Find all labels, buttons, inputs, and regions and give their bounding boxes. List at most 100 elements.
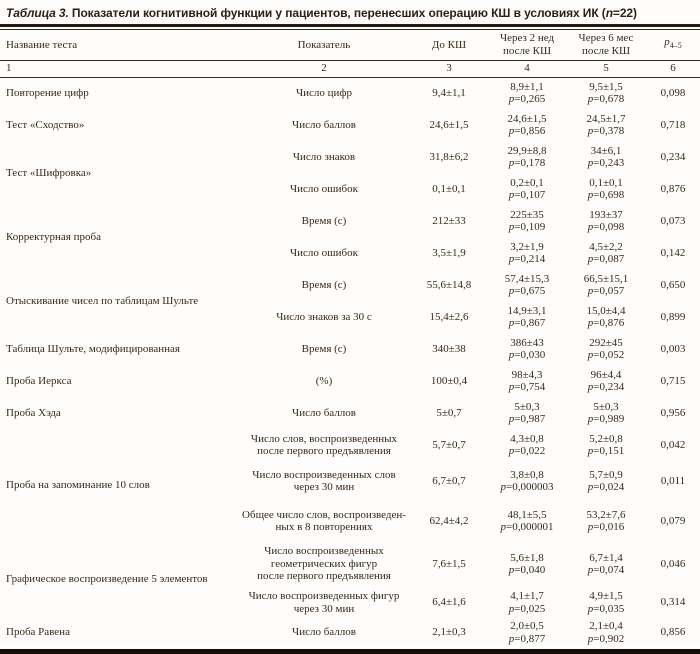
value-2weeks: 4,1±1,7 p=0,025 xyxy=(488,587,566,618)
cognitive-function-table: Название теста Показатель До КШ Через 2 … xyxy=(0,30,700,647)
table-row: Корректурная проба Время (с) 212±33 225±… xyxy=(0,205,700,243)
mean-value: 3,2±1,9 xyxy=(510,240,544,253)
table-row: Повторение цифр Число цифр 9,4±1,1 8,9±1… xyxy=(0,77,700,109)
mean-value: 4,9±1,5 xyxy=(589,590,623,602)
col-number-6: 6 xyxy=(646,60,700,78)
value-6months: 5±0,3 p=0,989 xyxy=(566,397,646,429)
value-2weeks: 8,9±1,1 p=0,265 xyxy=(488,77,566,109)
col-header-indicator: Показатель xyxy=(238,30,410,61)
table-row: Тест «Сходство» Число баллов 24,6±1,5 24… xyxy=(0,109,700,141)
value-6months: 2,1±0,4 p=0,902 xyxy=(566,618,646,647)
title-n-italic: n xyxy=(605,6,613,20)
value-before: 15,4±2,6 xyxy=(429,310,469,323)
header-row: Название теста Показатель До КШ Через 2 … xyxy=(0,30,700,61)
value-6months: 24,5±1,7 p=0,378 xyxy=(566,109,646,141)
value-6months: 4,5±2,2 p=0,087 xyxy=(566,237,646,269)
p45-cell: 0,650 xyxy=(660,278,686,291)
indicator-cell: Число воспроизведенных геометрических фи… xyxy=(257,545,391,583)
table-row: Проба Равена Число баллов 2,1±0,3 2,0±0,… xyxy=(0,618,700,647)
p-value: p=0,040 xyxy=(508,564,546,576)
p-value: p=0,678 xyxy=(587,93,625,106)
value-6months: 292±45 p=0,052 xyxy=(566,333,646,365)
p-value: p=0,151 xyxy=(587,445,625,457)
value-before: 5,7±0,7 xyxy=(432,438,466,451)
table-row: Графическое воспроизведение 5 элементов … xyxy=(0,541,700,587)
p45-cell: 0,314 xyxy=(660,596,686,609)
value-before: 31,8±6,2 xyxy=(429,150,469,163)
mean-value: 0,2±0,1 xyxy=(510,176,544,189)
value-before: 24,6±1,5 xyxy=(429,118,469,131)
table-body: Повторение цифр Число цифр 9,4±1,1 8,9±1… xyxy=(0,77,700,647)
p-value: p=0,107 xyxy=(508,189,546,201)
p45-cell: 0,079 xyxy=(660,514,686,527)
table-number-label: Таблица 3. xyxy=(6,6,69,20)
p-value: p=0,000001 xyxy=(500,521,554,533)
indicator-cell: Число ошибок xyxy=(290,246,358,259)
table-row: Число воспроизведенных слов через 30 мин… xyxy=(0,461,700,501)
col-header-test-name: Название теста xyxy=(0,30,238,61)
col-number-3: 3 xyxy=(410,60,488,78)
mean-value: 24,5±1,7 xyxy=(586,112,626,125)
mean-value: 292±45 xyxy=(589,336,623,349)
mean-value: 225±35 xyxy=(510,208,544,221)
table-head: Название теста Показатель До КШ Через 2 … xyxy=(0,30,700,78)
p45-cell: 0,876 xyxy=(660,182,686,195)
mean-value: 2,0±0,5 xyxy=(510,620,544,632)
value-2weeks: 48,1±5,5 p=0,000001 xyxy=(488,501,566,541)
value-2weeks: 0,2±0,1 p=0,107 xyxy=(488,173,566,205)
test-name: Тест «Сходство» xyxy=(6,118,85,131)
indicator-cell: Число знаков xyxy=(292,150,356,163)
mean-value: 98±4,3 xyxy=(511,368,543,381)
p45-cell: 0,956 xyxy=(660,406,686,419)
mean-value: 4,1±1,7 xyxy=(510,590,544,602)
test-name: Корректурная проба xyxy=(6,230,101,243)
p-value: p=0,016 xyxy=(587,521,625,533)
p-value: p=0,754 xyxy=(508,381,546,393)
p-value: p=0,234 xyxy=(587,381,625,393)
p-value: p=0,052 xyxy=(587,349,625,361)
value-6months: 193±37 p=0,098 xyxy=(566,205,646,237)
p-value: p=0,877 xyxy=(508,632,546,645)
mean-value: 0,1±0,1 xyxy=(589,176,623,189)
value-2weeks: 5,6±1,8 p=0,040 xyxy=(488,541,566,587)
p45-cell: 0,856 xyxy=(660,626,686,639)
value-before: 9,4±1,1 xyxy=(432,87,466,99)
value-6months: 15,0±4,4 p=0,876 xyxy=(566,301,646,333)
p45-cell: 0,073 xyxy=(660,214,686,227)
value-before: 100±0,4 xyxy=(430,374,468,387)
value-6months: 4,9±1,5 p=0,035 xyxy=(566,587,646,618)
col-number-2: 2 xyxy=(238,60,410,78)
col-number-5: 5 xyxy=(566,60,646,78)
indicator-cell: Число знаков за 30 с xyxy=(276,310,372,323)
mean-value: 5±0,3 xyxy=(514,400,540,413)
table-row: Общее число слов, воспроизведен- ных в 8… xyxy=(0,501,700,541)
indicator-cell: Число баллов xyxy=(292,406,356,419)
mean-value: 53,2±7,6 xyxy=(586,508,626,521)
p-value: p=0,098 xyxy=(587,221,625,233)
test-name: Проба Хэда xyxy=(6,406,61,419)
p-value: p=0,698 xyxy=(587,189,625,201)
p-value: p=0,000003 xyxy=(500,481,554,493)
mean-value: 96±4,4 xyxy=(590,368,622,381)
p-value: p=0,675 xyxy=(508,285,546,297)
p-value: p=0,265 xyxy=(508,93,546,106)
value-6months: 0,1±0,1 p=0,698 xyxy=(566,173,646,205)
col-number-4: 4 xyxy=(488,60,566,78)
col-header-6months: Через 6 мес после КШ xyxy=(566,30,646,61)
indicator-cell: Число цифр xyxy=(295,87,353,99)
p45-cell: 0,046 xyxy=(660,557,686,570)
indicator-cell: Время (с) xyxy=(301,342,347,355)
p45-cell: 0,142 xyxy=(660,246,686,259)
indicator-cell: Число баллов xyxy=(292,118,356,131)
value-2weeks: 14,9±3,1 p=0,867 xyxy=(488,301,566,333)
table-title-text: Показатели когнитивной функции у пациент… xyxy=(68,6,606,20)
indicator-cell: Общее число слов, воспроизведен- ных в 8… xyxy=(242,508,406,534)
mean-value: 5,7±0,9 xyxy=(589,468,623,481)
p45-cell: 0,715 xyxy=(660,374,686,387)
p-value: p=0,087 xyxy=(587,253,625,265)
indicator-cell: Число ошибок xyxy=(290,182,358,195)
mean-value: 4,5±2,2 xyxy=(589,240,623,253)
p-value: p=0,022 xyxy=(508,445,546,457)
table-row: Число ошибок 0,1±0,1 0,2±0,1 p=0,107 0,1±… xyxy=(0,173,700,205)
